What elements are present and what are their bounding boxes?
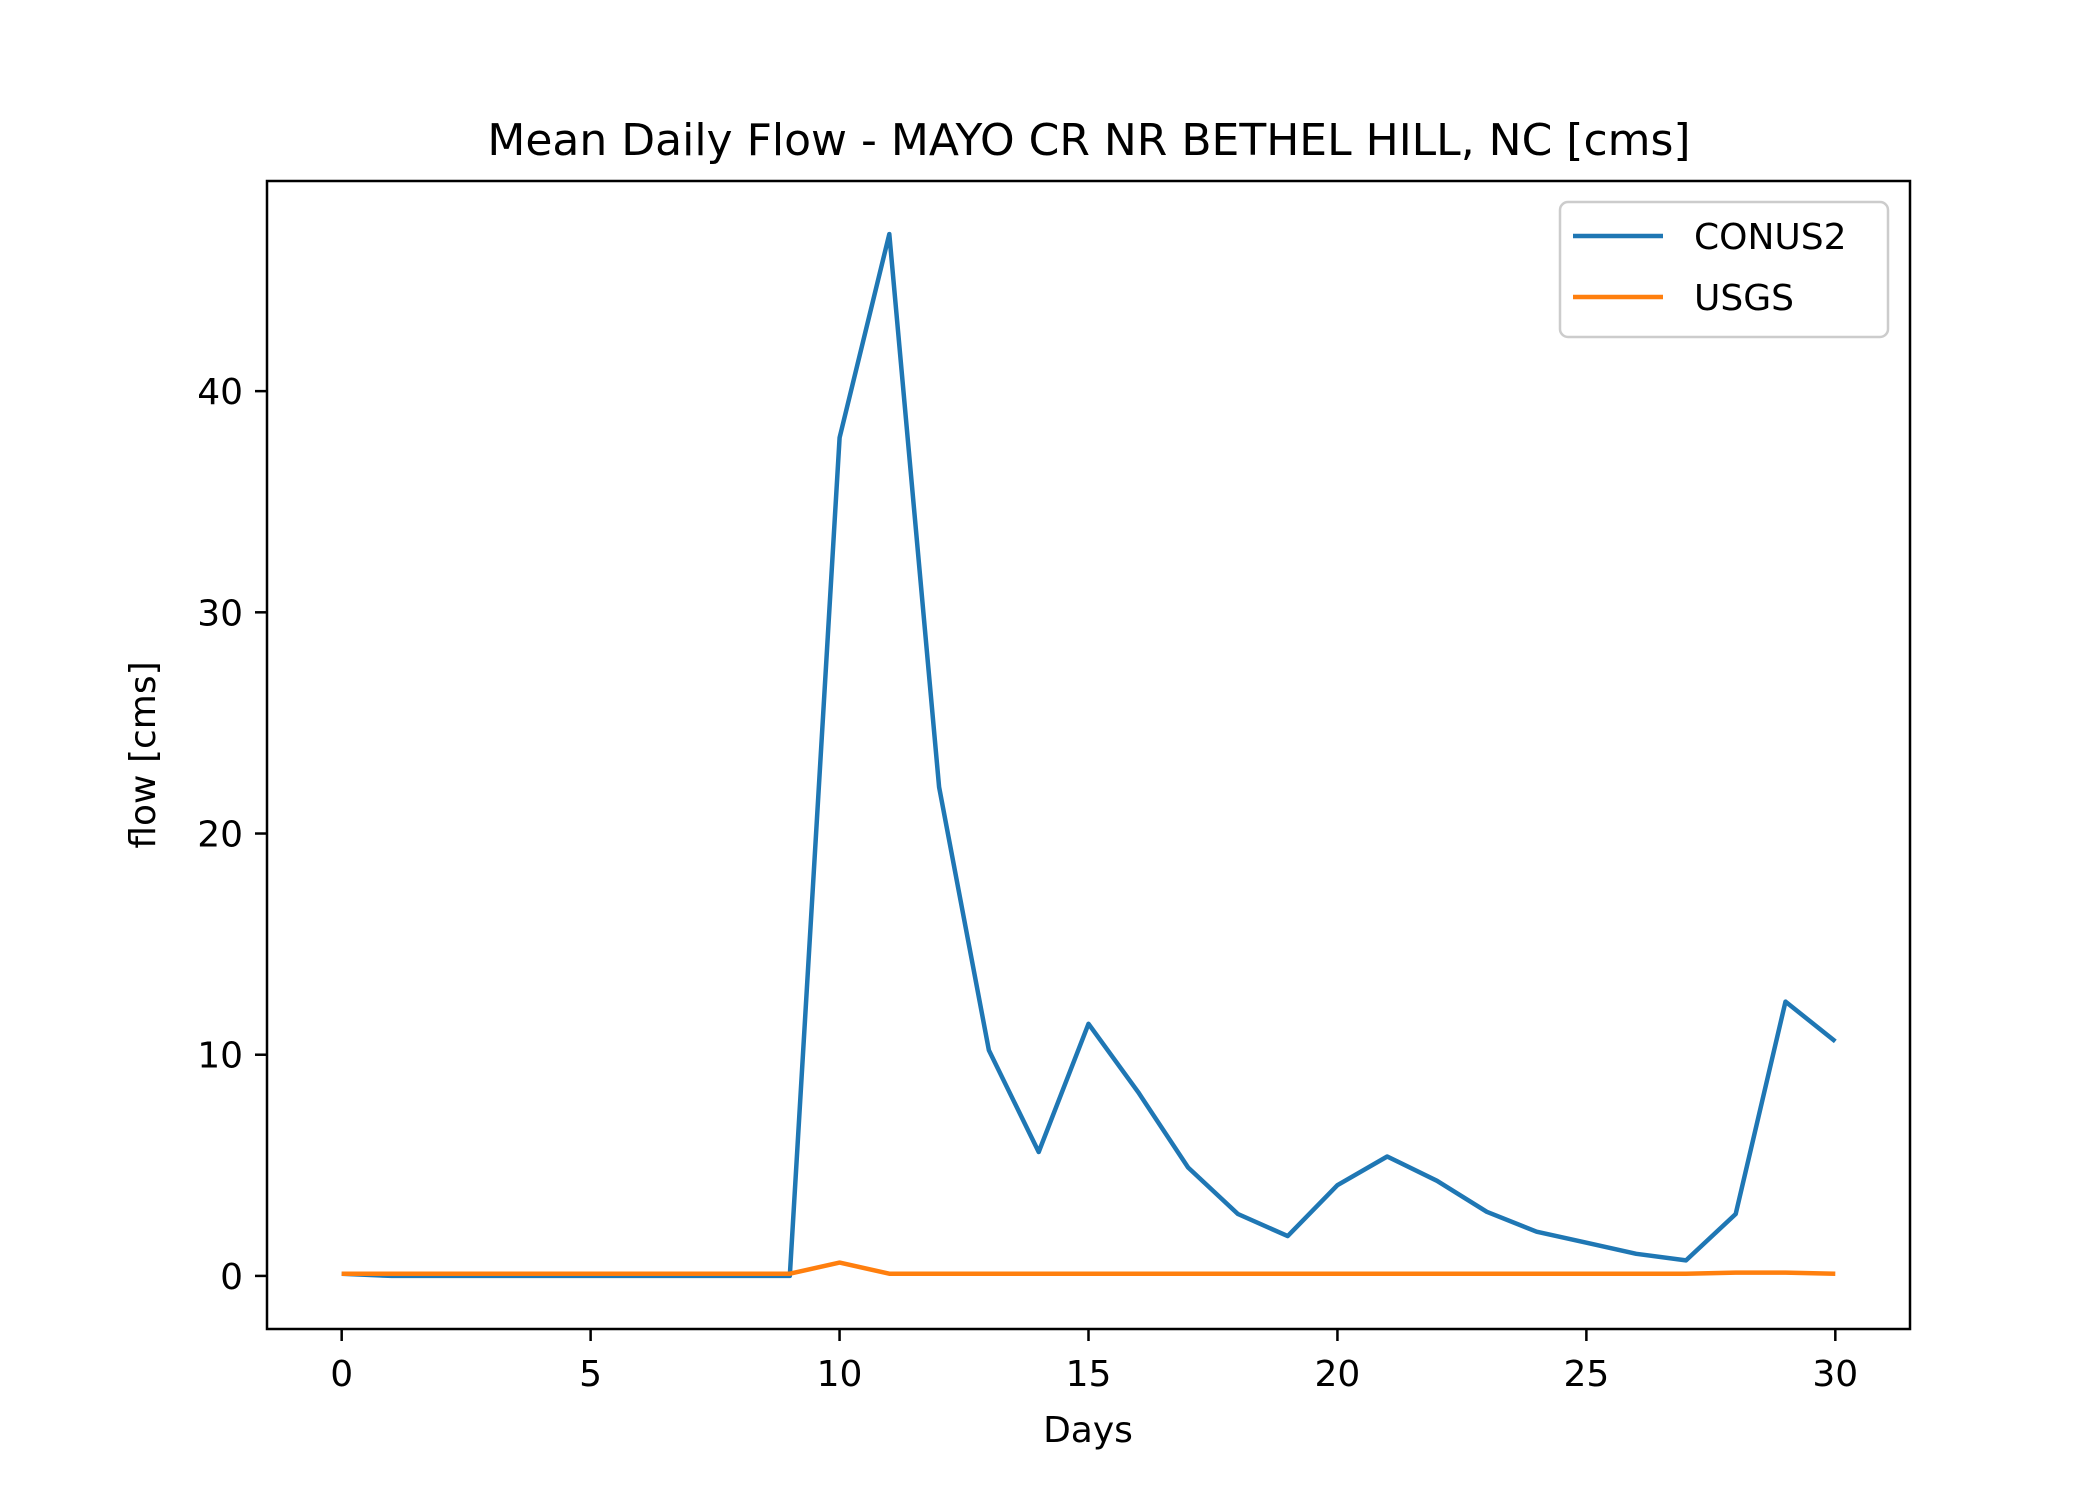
legend-label-usgs: USGS xyxy=(1694,278,1794,319)
y-tick-label: 20 xyxy=(197,815,243,856)
series-layer xyxy=(341,231,1837,1279)
series-line-usgs xyxy=(341,1260,1836,1276)
x-tick-label: 20 xyxy=(1315,1354,1361,1395)
x-tick-label: 15 xyxy=(1066,1354,1112,1395)
chart-title: Mean Daily Flow - MAYO CR NR BETHEL HILL… xyxy=(487,115,1690,166)
x-axis-ticks: 0 5 10 15 20 25 30 xyxy=(330,1329,1858,1395)
y-tick-label: 10 xyxy=(197,1036,243,1077)
y-tick-label: 30 xyxy=(197,593,243,634)
y-tick-label: 40 xyxy=(197,372,243,413)
y-axis-ticks: 0 10 20 30 40 xyxy=(197,372,267,1298)
y-tick-label: 0 xyxy=(220,1257,243,1298)
x-tick-label: 10 xyxy=(817,1354,863,1395)
x-tick-label: 0 xyxy=(330,1354,353,1395)
x-axis-label: Days xyxy=(1043,1410,1133,1451)
x-tick-label: 25 xyxy=(1563,1354,1609,1395)
plot-area-frame xyxy=(265,179,1912,1331)
x-tick-label: 30 xyxy=(1812,1354,1858,1395)
legend-label-conus2: CONUS2 xyxy=(1694,217,1847,258)
y-axis-label: flow [cms] xyxy=(123,661,164,848)
x-tick-label: 5 xyxy=(579,1354,602,1395)
legend: CONUS2 USGS xyxy=(1558,200,1890,339)
